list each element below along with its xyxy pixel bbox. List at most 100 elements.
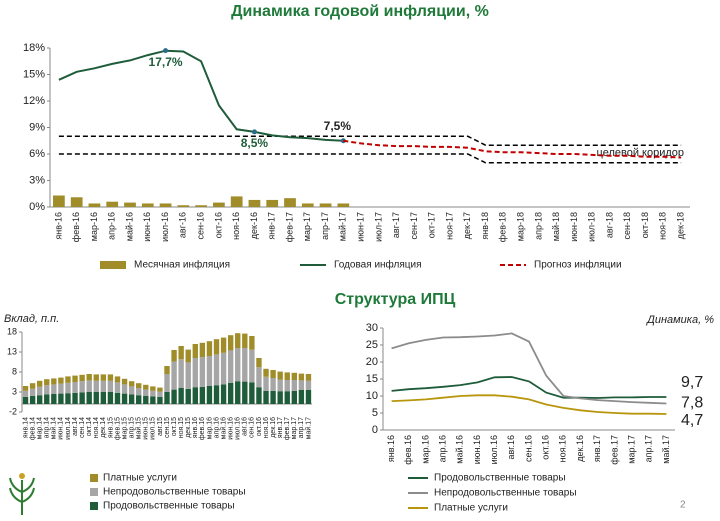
x-tick-label: фев.14 — [29, 417, 36, 440]
x-tick-label: ноя-17 — [444, 212, 454, 240]
y-tick-label: 18% — [23, 42, 45, 54]
bar-segment — [121, 384, 128, 394]
bar-segment — [58, 383, 64, 394]
bar-segment — [79, 374, 85, 382]
x-tick-label: фев.16 — [199, 417, 206, 440]
bar-segment — [29, 383, 36, 389]
bar-segment — [298, 380, 305, 390]
chart-title: Динамика, % — [645, 314, 714, 326]
chart-title: Динамика годовой инфляции, % — [231, 3, 489, 20]
x-tick-label: янв.15 — [107, 417, 114, 438]
line — [391, 376, 667, 399]
bar-segment — [185, 388, 191, 404]
bar-segment — [22, 396, 29, 404]
x-tick-label: май.15 — [135, 417, 143, 439]
legend-label: Годовая инфляция — [334, 259, 422, 271]
bar-segment — [164, 392, 170, 404]
x-tick-label: мар.14 — [37, 417, 44, 439]
x-tick-label: апр.16 — [213, 417, 220, 438]
bar-segment — [305, 380, 312, 390]
bar-segment — [270, 370, 276, 378]
x-tick-label: ноя-16 — [231, 212, 241, 240]
bar-segment — [143, 389, 149, 396]
bar-segment — [22, 386, 29, 391]
bar-segment — [65, 382, 71, 394]
bar-segment — [220, 352, 227, 385]
bar — [319, 203, 332, 207]
x-tick-label: дек.16 — [270, 417, 277, 438]
bar-segment — [100, 374, 107, 381]
x-tick-label: июн.14 — [58, 417, 65, 440]
bar-segment — [220, 337, 227, 353]
bar-segment — [107, 374, 114, 381]
chart-title: Вклад, п.п. — [4, 313, 59, 325]
page-number: 2 — [680, 500, 686, 511]
bar — [230, 196, 243, 207]
bar-segment — [121, 378, 128, 385]
bar-segment — [263, 368, 269, 377]
x-tick-label: мар-16 — [89, 212, 99, 241]
bar — [141, 203, 154, 207]
bar-segment — [277, 379, 283, 392]
y-tick-label: 9% — [29, 121, 45, 133]
bar-segment — [199, 386, 206, 404]
x-tick-label: мар.17 — [291, 417, 298, 439]
bar-segment — [36, 386, 43, 396]
y-tick-label: 3 — [12, 386, 17, 396]
bar-segment — [143, 396, 149, 404]
bar — [195, 205, 207, 207]
bar-segment — [227, 350, 234, 383]
x-tick-label: фев.15 — [114, 417, 121, 440]
bar-segment — [256, 367, 262, 388]
legend-label: Продовольственные товары — [434, 473, 566, 484]
bar-segment — [284, 391, 290, 404]
x-tick-label: май.16 — [455, 435, 465, 464]
legend-label: Месячная инфляция — [134, 259, 230, 271]
bar-segment — [220, 384, 227, 404]
x-tick-label: апр-16 — [107, 212, 117, 240]
x-tick-label: дек.14 — [100, 417, 107, 438]
bar-segment — [206, 386, 213, 404]
bar-segment — [171, 389, 177, 404]
x-tick-label: янв.14 — [22, 417, 29, 438]
bar-segment — [298, 373, 305, 381]
x-tick-label: авг.14 — [72, 417, 79, 436]
bar-segment — [128, 386, 135, 395]
bar-segment — [114, 392, 121, 404]
x-tick-label: янв.16 — [386, 435, 396, 462]
x-tick-label: авг.16 — [242, 417, 249, 436]
legend-swatch — [90, 502, 98, 510]
bar-segment — [128, 394, 135, 404]
legend-label: Непродовольственные товары — [103, 487, 246, 498]
bar-segment — [249, 349, 255, 383]
bar-segment — [93, 380, 99, 392]
corridor-line — [58, 153, 682, 164]
bar-segment — [157, 396, 163, 404]
x-tick-label: ноя.15 — [178, 417, 185, 438]
data-label: 7,8 — [681, 395, 703, 412]
bar-segment — [136, 395, 142, 404]
bar-segment — [136, 388, 142, 396]
bar — [266, 199, 279, 207]
bar-segment — [157, 391, 163, 397]
bar — [70, 197, 83, 207]
bar-segment — [298, 390, 305, 404]
logo — [9, 473, 35, 515]
bar-segment — [86, 380, 92, 392]
x-tick-label: дек.16 — [575, 435, 585, 462]
x-tick-label: окт.16 — [541, 435, 551, 460]
bar-segment — [107, 380, 114, 392]
bar-segment — [79, 392, 85, 404]
bar-segment — [178, 359, 184, 388]
bar-segment — [242, 381, 248, 404]
bar-segment — [291, 390, 298, 404]
x-tick-label: апр-17 — [320, 212, 330, 240]
bar-segment — [256, 358, 262, 368]
x-tick-label: окт.15 — [171, 417, 178, 436]
bar-segment — [164, 366, 170, 374]
x-tick-label: июн-16 — [142, 212, 152, 242]
bar-segment — [291, 372, 298, 380]
x-tick-label: авг.16 — [506, 435, 516, 459]
x-tick-label: сен.16 — [523, 435, 533, 462]
bar-segment — [249, 382, 255, 404]
